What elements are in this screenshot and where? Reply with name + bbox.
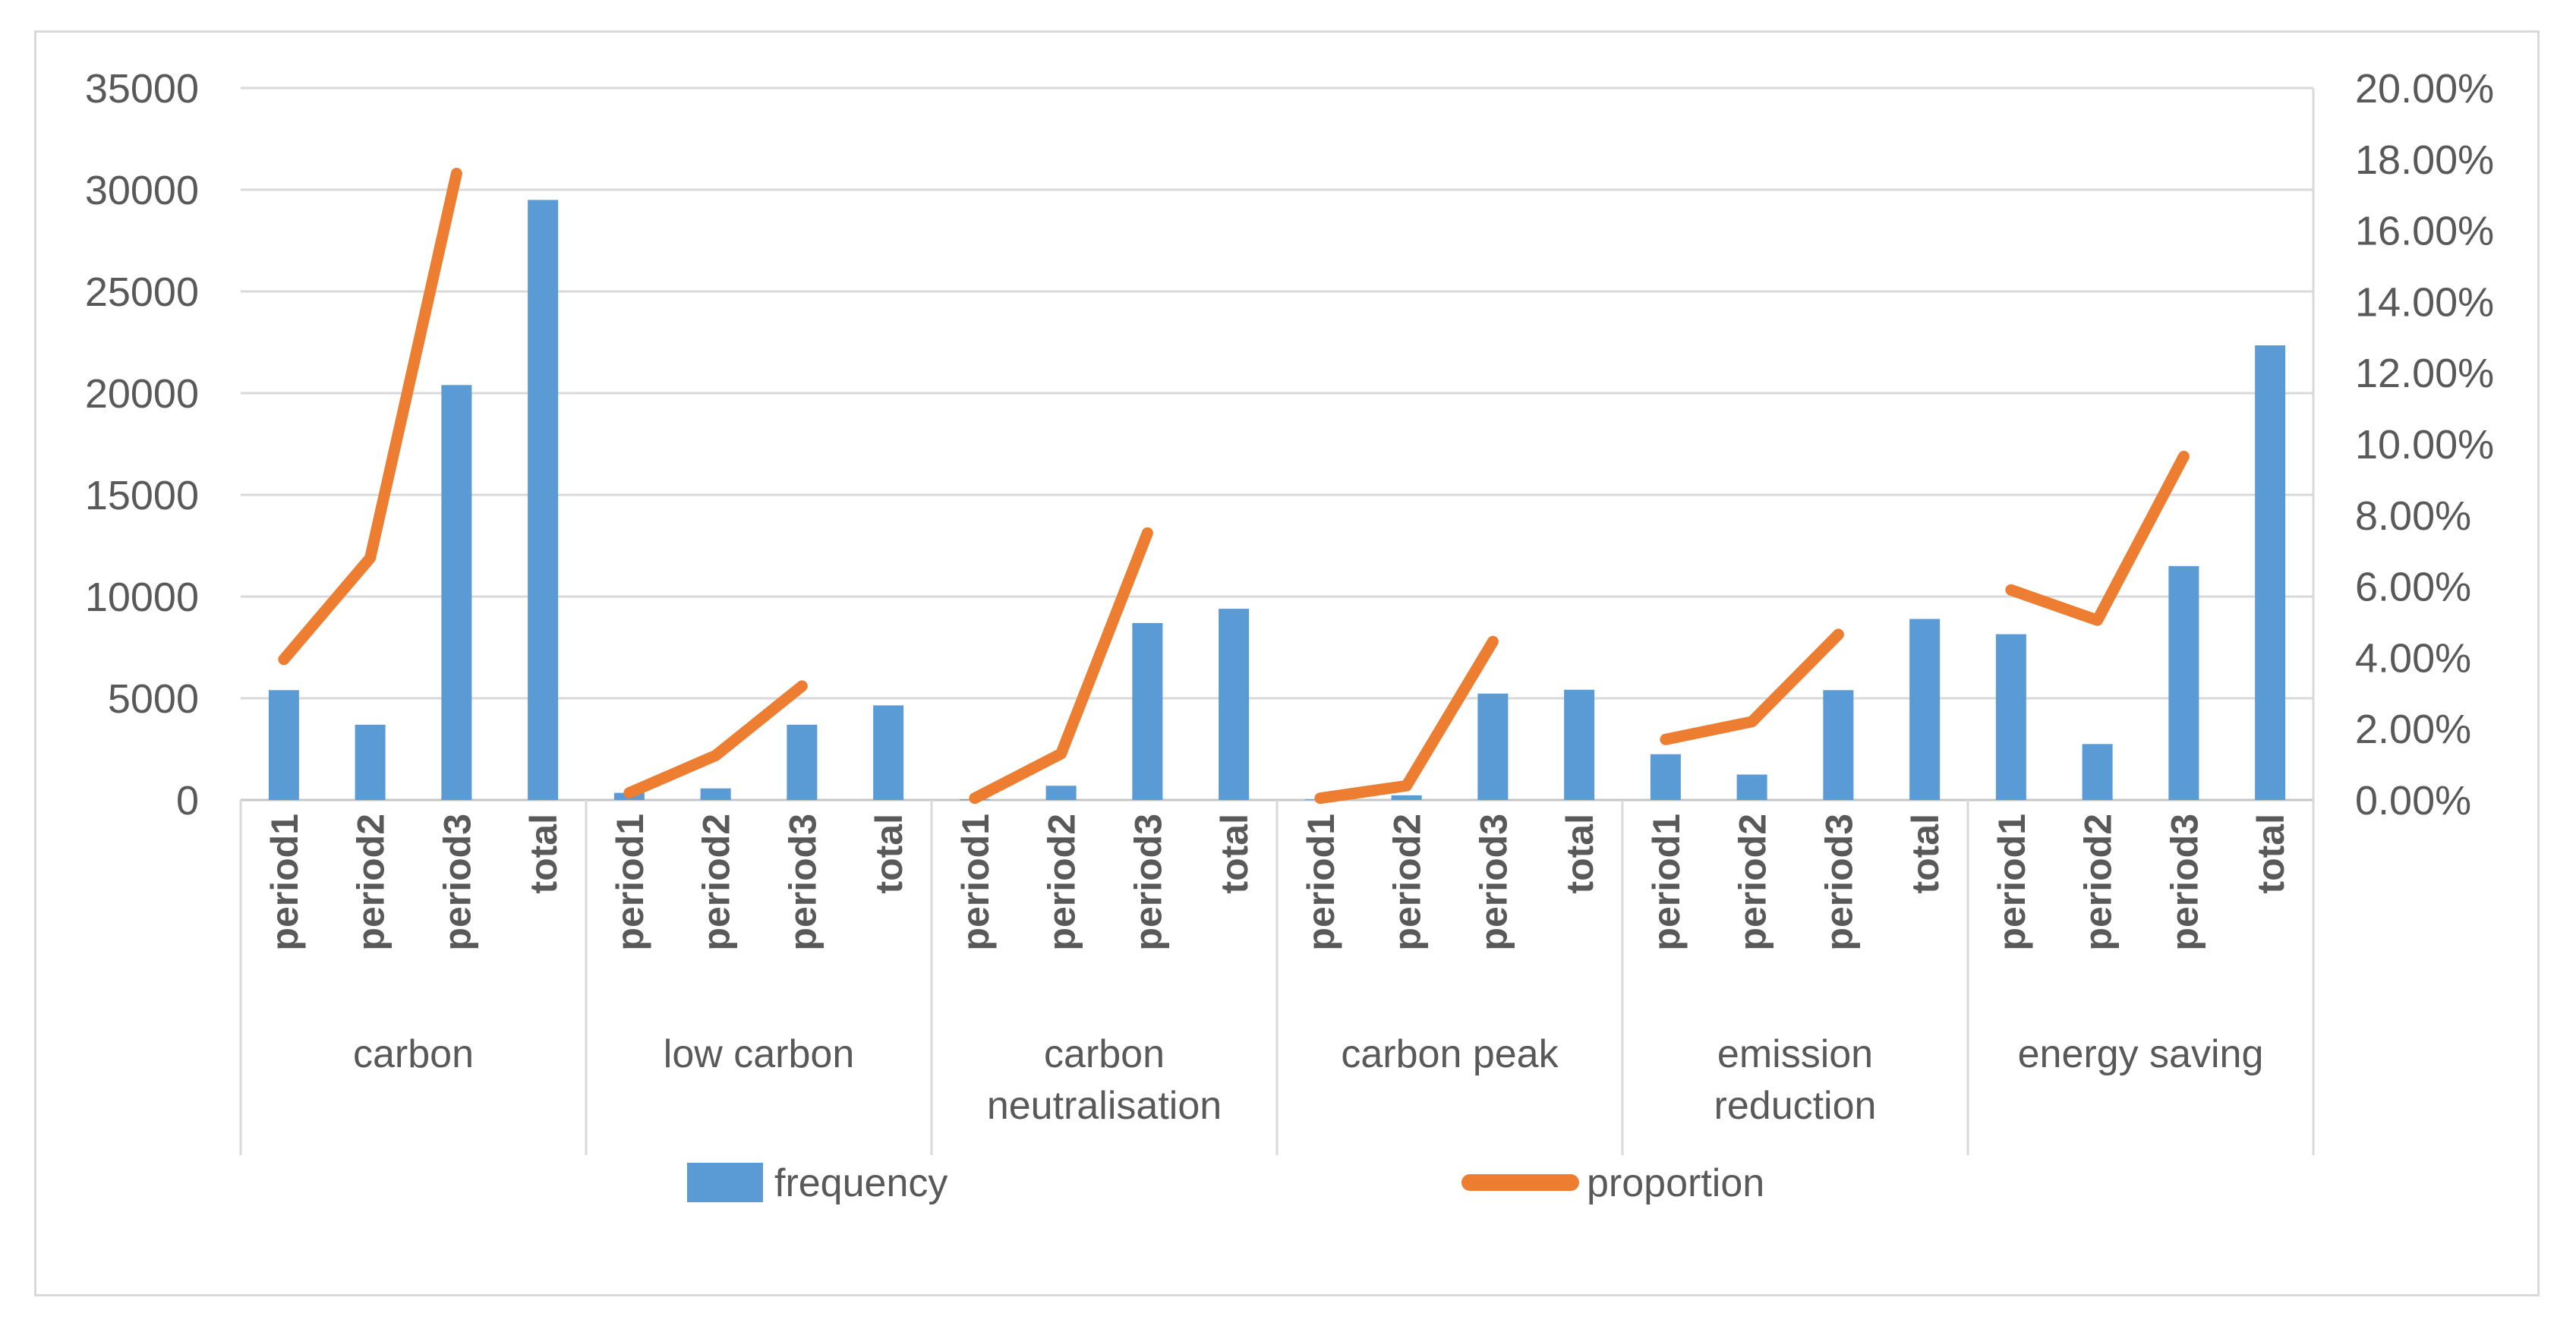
proportion-line-carbon-neutralisation: [969, 527, 1153, 805]
right-axis-tick-label: 4.00%: [2355, 635, 2471, 681]
bar-carbon-neutralisation-period3: [1132, 622, 1163, 800]
tick-label-period3: period3: [2163, 814, 2206, 951]
tick-label-period1: period1: [1991, 814, 2033, 951]
left-axis-tick-label: 35000: [85, 66, 199, 112]
bar-carbon-period2: [355, 724, 386, 800]
tick-label-period3: period3: [1818, 814, 1860, 951]
bar-low-carbon-period3: [787, 724, 818, 800]
tick-label-period1: period1: [1645, 814, 1688, 951]
bar-carbon-period3: [441, 385, 472, 800]
tick-label-total: total: [522, 814, 565, 894]
tick-label-period2: period2: [350, 814, 393, 951]
bar-carbon-peak-period2: [1391, 795, 1422, 800]
bar-carbon-period1: [268, 690, 299, 800]
left-axis-tick-label: 25000: [85, 269, 199, 315]
tick-label-period3: period3: [1127, 814, 1169, 951]
right-axis-tick-label: 18.00%: [2355, 137, 2494, 183]
bar-low-carbon-period2: [700, 788, 731, 800]
tick-label-period3: period3: [1472, 814, 1515, 951]
proportion-line-emission-reduction: [1660, 628, 1844, 745]
tick-label-period2: period2: [1732, 814, 1774, 951]
tick-label-period2: period2: [1041, 814, 1083, 951]
group-label-emission-reduction: emission: [1717, 1032, 1873, 1076]
tick-label-period3: period3: [436, 814, 478, 951]
left-axis-tick-label: 5000: [108, 676, 199, 722]
bar-carbon-peak-period3: [1477, 693, 1509, 800]
bar-energy-saving-period3: [2168, 565, 2199, 800]
right-axis-tick-label: 12.00%: [2355, 351, 2494, 396]
right-axis-tick-label: 6.00%: [2355, 565, 2471, 610]
proportion-line-carbon: [278, 168, 462, 666]
tick-label-period2: period2: [695, 814, 738, 951]
tick-label-period2: period2: [2077, 814, 2120, 951]
bar-emission-reduction-period3: [1823, 690, 1854, 800]
tick-label-total: total: [1559, 814, 1601, 894]
bar-low-carbon-total: [873, 705, 904, 800]
bar-energy-saving-period1: [1995, 634, 2026, 800]
tick-label-total: total: [2250, 814, 2292, 894]
proportion-line-low-carbon: [623, 680, 808, 799]
group-label-carbon-peak: carbon peak: [1341, 1032, 1559, 1076]
proportion-line-carbon-peak: [1314, 635, 1499, 805]
bar-carbon-total: [528, 200, 559, 800]
bar-energy-saving-period2: [2082, 744, 2113, 800]
left-axis-tick-label: 20000: [85, 371, 199, 417]
legend-swatch-frequency: [687, 1163, 763, 1202]
legend-label-proportion: proportion: [1587, 1161, 1764, 1205]
tick-label-period1: period1: [954, 814, 997, 951]
right-axis-tick-label: 14.00%: [2355, 279, 2494, 325]
right-axis-tick-label: 2.00%: [2355, 707, 2471, 752]
bar-carbon-peak-total: [1564, 689, 1595, 800]
left-axis-tick-label: 0: [176, 778, 199, 824]
group-label-emission-reduction: reduction: [1714, 1084, 1877, 1128]
left-axis-tick-label: 30000: [85, 168, 199, 213]
group-label-energy-saving: energy saving: [2018, 1032, 2264, 1076]
bar-emission-reduction-period2: [1736, 774, 1767, 800]
bar-carbon-neutralisation-period2: [1045, 786, 1077, 800]
group-label-carbon-neutralisation: carbon: [1044, 1032, 1165, 1076]
right-axis-tick-label: 8.00%: [2355, 493, 2471, 539]
legend-label-frequency: frequency: [774, 1161, 947, 1205]
tick-label-period1: period1: [263, 814, 306, 951]
tick-label-total: total: [1904, 814, 1947, 894]
right-axis-tick-label: 16.00%: [2355, 209, 2494, 254]
bar-energy-saving-total: [2255, 345, 2286, 800]
tick-label-period1: period1: [609, 814, 651, 951]
tick-label-period2: period2: [1386, 814, 1429, 951]
left-axis-tick-label: 15000: [85, 473, 199, 518]
bar-emission-reduction-total: [1909, 619, 1941, 800]
proportion-line-energy-saving: [2005, 450, 2190, 626]
right-axis-tick-label: 20.00%: [2355, 66, 2494, 112]
group-label-carbon: carbon: [353, 1032, 474, 1076]
bar-carbon-neutralisation-total: [1219, 609, 1250, 800]
tick-label-total: total: [1213, 814, 1256, 894]
right-axis-tick-label: 0.00%: [2355, 778, 2471, 824]
right-axis-tick-label: 10.00%: [2355, 422, 2494, 468]
bar-emission-reduction-period1: [1650, 754, 1681, 800]
tick-label-period3: period3: [781, 814, 824, 951]
left-axis-tick-label: 10000: [85, 575, 199, 620]
tick-label-period1: period1: [1300, 814, 1342, 951]
legend-swatch-proportion: [1461, 1174, 1579, 1191]
group-label-low-carbon: low carbon: [664, 1032, 854, 1076]
group-label-carbon-neutralisation: neutralisation: [987, 1084, 1222, 1128]
tick-label-total: total: [868, 814, 910, 894]
